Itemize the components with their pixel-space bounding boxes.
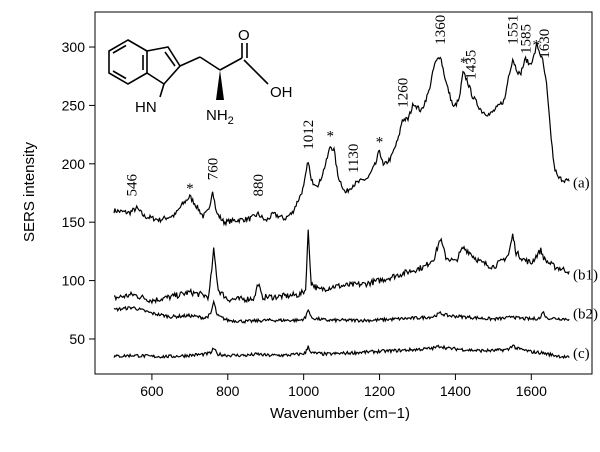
amine-label: NH2 (206, 107, 234, 127)
peak-label: 880 (251, 174, 267, 197)
peak-label: 1630 (537, 29, 553, 59)
peak-label: 1130 (346, 144, 362, 173)
x-tick-label: 1000 (288, 383, 319, 399)
x-axis-title: Wavenumber (cm−1) (270, 405, 410, 422)
y-tick-label: 150 (62, 214, 86, 230)
curve-label: (a) (573, 175, 590, 191)
series-line-4 (113, 344, 570, 360)
peak-label: 1551 (506, 15, 522, 45)
tryptophan-structure (108, 39, 269, 100)
amine-label-text: NH (206, 107, 228, 124)
curve-labels: (a) (b1) (b2) (c) (573, 175, 598, 361)
peak-label: 546 (124, 174, 140, 197)
curve-label: (c) (573, 346, 590, 362)
peak-label: 760 (206, 158, 222, 181)
peak-asterisk: * (376, 134, 384, 150)
x-tick-label: 1400 (440, 383, 471, 399)
peak-label: 1012 (301, 120, 317, 150)
y-tick-label: 250 (62, 97, 86, 113)
peak-label: 1585 (519, 24, 535, 54)
carbonyl-oxygen-label: O (238, 27, 250, 44)
series-line-2 (113, 229, 570, 305)
curve-label: (b2) (573, 306, 598, 322)
y-tick-label: 300 (62, 39, 86, 55)
indole-nh-label: HN (135, 99, 157, 116)
peak-label: 1435 (464, 50, 480, 80)
peak-asterisk: * (326, 129, 334, 145)
y-tick-label: 100 (62, 273, 86, 289)
series-line-3 (113, 299, 570, 325)
x-axis-ticks: 600 800 1000 1200 1400 1600 (140, 374, 547, 399)
y-tick-label: 200 (62, 156, 86, 172)
peak-label: 1260 (395, 78, 411, 108)
x-tick-label: 1200 (364, 383, 395, 399)
amine-subscript: 2 (228, 115, 234, 127)
series-line-1 (113, 42, 570, 227)
y-tick-label: 50 (69, 331, 85, 347)
x-tick-label: 800 (216, 383, 240, 399)
plot-frame (94, 11, 593, 375)
spectra-series (113, 42, 570, 360)
x-tick-label: 1600 (516, 383, 547, 399)
hydroxyl-label: OH (270, 84, 293, 101)
x-tick-label: 600 (140, 383, 164, 399)
y-axis-title: SERS intensity (21, 141, 38, 242)
peak-asterisk: * (460, 55, 468, 71)
peak-label: 1360 (433, 15, 449, 45)
curve-label: (b1) (573, 268, 598, 284)
peak-asterisk: * (186, 181, 194, 197)
y-axis-ticks: 50 100 150 200 250 300 (62, 39, 95, 347)
peak-asterisk: * (532, 38, 540, 54)
